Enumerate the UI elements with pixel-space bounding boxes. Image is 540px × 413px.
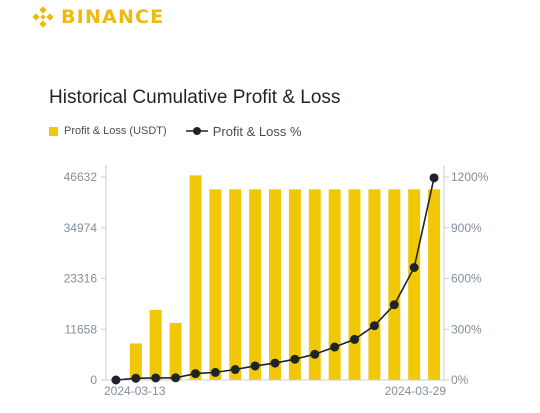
y-right-tick-label: 1200% [451,170,489,184]
y-right-tick-label: 600% [451,272,482,286]
pnl-bar[interactable] [269,189,281,380]
pnl-percent-point[interactable] [210,367,220,377]
pnl-percent-point[interactable] [111,375,121,385]
pnl-bar[interactable] [169,322,182,380]
chart-legend: Profit & Loss (USDT) Profit & Loss % [49,122,302,140]
pnl-bar[interactable] [328,189,341,380]
pnl-bar[interactable] [229,189,242,380]
pnl-percent-point[interactable] [230,365,240,375]
pnl-bar[interactable] [288,189,301,380]
pnl-bar[interactable] [209,189,222,380]
legend-bar-swatch [49,126,58,136]
y-right-tick-label: 300% [451,322,482,336]
pnl-bar[interactable] [388,189,401,380]
y-left-tick-label: 0 [90,373,97,387]
binance-diamond-icon [32,6,54,28]
pnl-bar[interactable] [428,189,441,380]
pnl-percent-point[interactable] [190,369,200,379]
y-right-tick-label: 900% [451,221,482,235]
pnl-bar[interactable] [368,189,381,380]
pnl-percent-point[interactable] [310,349,320,359]
pnl-bar[interactable] [189,175,202,380]
pnl-bar[interactable] [129,343,142,380]
pnl-percent-point[interactable] [429,173,439,183]
x-tick-label-end: 2024-03-29 [385,384,447,398]
legend-bar-label[interactable]: Profit & Loss (USDT) [64,125,167,137]
legend-line-label[interactable]: Profit & Loss % [212,123,302,139]
chart-title: Historical Cumulative Profit & Loss [49,87,341,108]
pnl-bar[interactable] [149,309,162,380]
y-left-tick-label: 11658 [65,322,98,336]
pnl-percent-point[interactable] [250,361,260,371]
pnl-percent-point[interactable] [389,300,399,310]
y-left-tick-label: 23316 [64,272,98,286]
pnl-bar[interactable] [348,189,361,380]
y-left-tick-label: 46632 [64,170,98,184]
pnl-percent-point[interactable] [151,373,161,383]
pnl-percent-point[interactable] [350,334,360,344]
pnl-percent-point[interactable] [369,321,379,331]
pnl-bar[interactable] [249,189,262,380]
pnl-percent-point[interactable] [409,263,419,273]
pnl-percent-point[interactable] [270,358,280,368]
legend-line-swatch [185,127,208,135]
pnl-percent-point[interactable] [290,354,300,364]
y-left-tick-label: 34974 [64,221,98,235]
pnl-percent-point[interactable] [171,373,181,383]
pnl-percent-point[interactable] [330,342,340,352]
x-tick-label-start: 2024-03-13 [104,384,166,398]
pnl-percent-point[interactable] [131,373,141,383]
binance-logo: BINANCE [32,6,164,28]
brand-name: BINANCE [61,6,165,28]
pnl-bar[interactable] [308,189,321,380]
y-right-tick-label: 0% [451,373,469,387]
pnl-bar[interactable] [408,189,421,380]
